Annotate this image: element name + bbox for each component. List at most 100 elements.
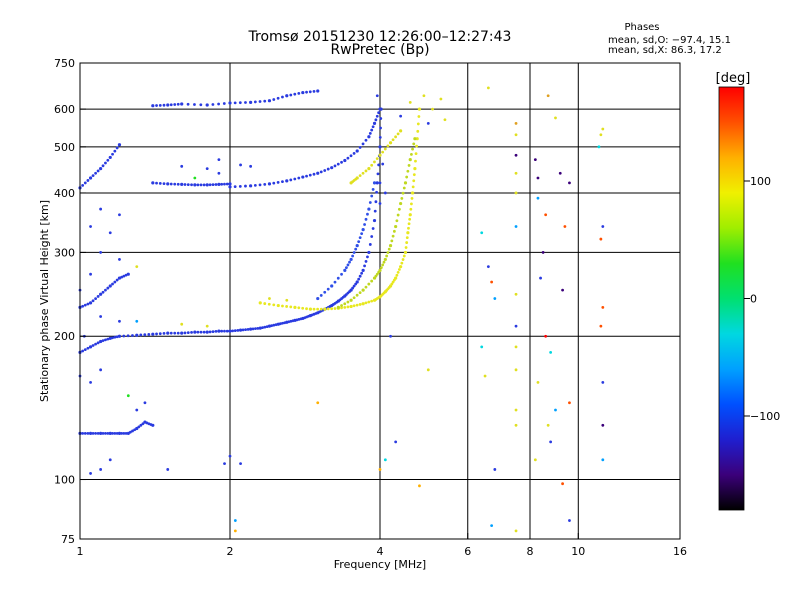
trace-point — [414, 152, 418, 156]
trace-point — [367, 250, 371, 255]
trace-point — [390, 239, 394, 243]
trace-point — [396, 270, 400, 274]
echo-point — [514, 121, 518, 125]
trace-point — [276, 180, 280, 184]
trace-point — [352, 296, 356, 300]
trace-point — [333, 307, 337, 310]
echo-point — [268, 297, 271, 300]
trace-point — [139, 423, 143, 427]
trace-point — [403, 181, 408, 185]
trace-point — [94, 432, 97, 435]
trace-point — [352, 251, 356, 254]
trace-point — [370, 299, 374, 303]
trace-point — [412, 173, 416, 177]
trace-point — [249, 184, 253, 188]
echo-point — [239, 163, 242, 167]
trace-point — [316, 307, 320, 311]
trace-point — [410, 202, 413, 206]
trace-point — [397, 207, 401, 211]
trace-point — [190, 330, 193, 334]
colorbar-tick-label: 0 — [750, 293, 757, 306]
echo-point — [383, 458, 387, 462]
trace-point — [375, 181, 379, 185]
phases-o-stats: mean, sd,O: −97.4, 15.1 — [608, 35, 731, 46]
trace-point — [91, 432, 95, 435]
trace-point — [395, 273, 399, 277]
trace-point — [308, 90, 312, 94]
trace-point — [81, 432, 85, 435]
trace-point — [387, 247, 391, 251]
trace-point — [96, 169, 100, 173]
trace-point — [326, 167, 330, 171]
trace-point — [81, 304, 85, 308]
data-points — [78, 86, 605, 533]
echo-point — [514, 292, 518, 296]
trace-point — [410, 152, 413, 156]
trace-point — [407, 222, 411, 226]
trace-point — [101, 290, 105, 294]
trace-point — [228, 329, 232, 333]
echo-point — [285, 298, 289, 302]
echo-point — [89, 472, 92, 475]
trace-point — [400, 261, 404, 265]
trace-point — [417, 115, 421, 118]
trace-point — [293, 92, 297, 96]
trace-point — [205, 103, 209, 107]
trace-point — [131, 429, 134, 433]
trace-point — [352, 151, 356, 155]
echo-point — [217, 171, 221, 175]
trace-point — [276, 96, 280, 100]
colorbar-tick-label: 100 — [750, 175, 771, 188]
echo-point — [601, 423, 605, 427]
trace-point — [370, 194, 374, 198]
y-tick-label: 100 — [54, 474, 75, 487]
echo-point — [601, 225, 605, 228]
y-tick-label: 750 — [54, 57, 75, 70]
trace-point — [272, 303, 276, 307]
trace-point — [323, 307, 327, 311]
echo-point — [601, 305, 605, 309]
trace-point — [86, 179, 90, 182]
echo-point — [99, 251, 103, 254]
trace-point — [379, 266, 383, 270]
trace-point — [363, 223, 366, 226]
trace-point — [378, 153, 382, 157]
trace-point — [412, 179, 416, 183]
trace-point — [367, 282, 371, 286]
trace-1 — [78, 107, 383, 354]
trace-point — [358, 274, 362, 278]
trace-point — [390, 282, 394, 286]
colorbar-label: [deg] — [716, 71, 751, 86]
trace-point — [173, 103, 177, 106]
echo-point — [443, 118, 447, 122]
trace-point — [231, 329, 235, 333]
y-axis-ticks: 75 100 200 300 400 500 600 750 — [54, 57, 86, 546]
trace-point — [406, 231, 410, 235]
chart-subtitle: RwPretec (Bp) — [330, 42, 429, 58]
trace-point — [386, 144, 390, 148]
trace-point — [343, 305, 347, 309]
trace-point — [402, 186, 406, 190]
trace-point — [319, 170, 323, 174]
trace-point — [415, 144, 419, 148]
trace-point — [366, 255, 369, 259]
trace-point — [378, 107, 382, 111]
trace-point — [409, 207, 413, 211]
trace-point — [370, 163, 374, 167]
trace-point — [199, 183, 203, 187]
trace-point — [122, 274, 126, 278]
trace-point — [281, 304, 284, 308]
trace-point — [399, 129, 403, 133]
trace-point — [155, 181, 158, 185]
trace-point — [113, 280, 117, 284]
echo-point — [541, 251, 545, 254]
trace-8 — [151, 89, 320, 108]
trace-point — [166, 331, 170, 335]
trace-point — [411, 147, 414, 151]
trace-point — [122, 432, 126, 435]
trace-point — [244, 184, 247, 188]
trace-point — [361, 268, 365, 273]
trace-point — [104, 288, 107, 292]
trace-point — [372, 121, 377, 125]
